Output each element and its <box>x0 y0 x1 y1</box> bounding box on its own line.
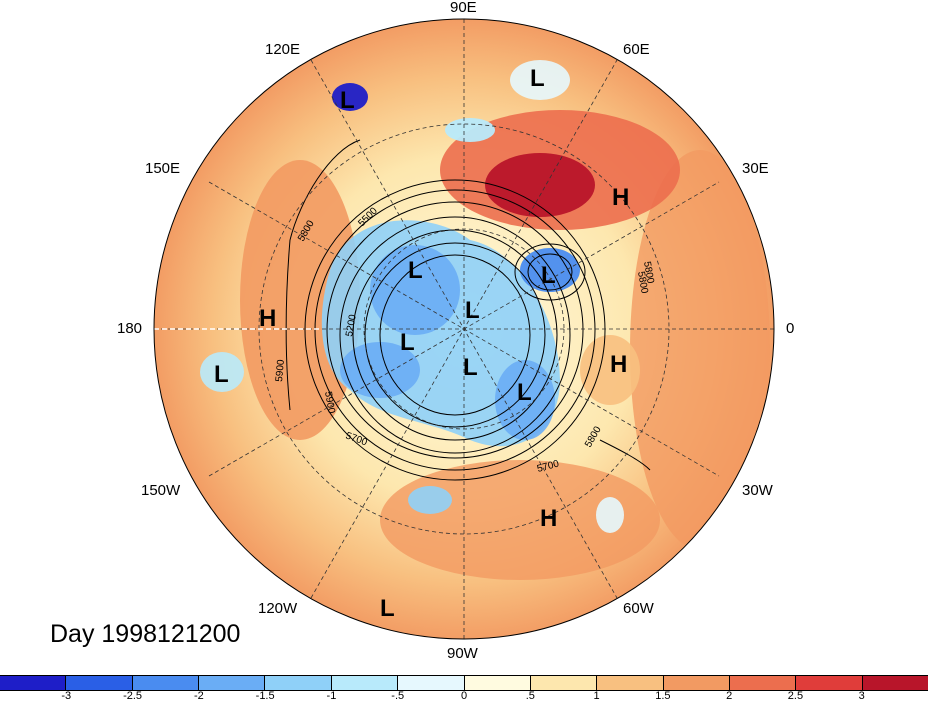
lon-label-150e: 150E <box>145 160 181 177</box>
colorbar-swatch <box>663 676 730 690</box>
cold-anomaly-east-siberia <box>370 245 460 335</box>
lon-label-90w: 90W <box>447 645 478 662</box>
contour-label: 5800 <box>635 271 650 295</box>
low-marker: L <box>465 297 480 324</box>
warm-anomaly-local <box>580 335 640 405</box>
lon-label-30e: 30E <box>742 160 769 177</box>
map-boundary <box>153 18 775 640</box>
low-marker: L <box>340 87 355 114</box>
colorbar-swatch <box>862 676 928 690</box>
colorbar-swatch <box>597 676 664 690</box>
colorbar-ticks: -3 -2.5 -2 -1.5 -1 -.5 0 .5 1 1.5 2 2.5 3 <box>0 690 928 704</box>
colorbar-tick-label: 1 <box>593 690 600 702</box>
high-marker: H <box>612 184 629 211</box>
warm-anomaly-pacific <box>240 160 360 440</box>
high-marker: H <box>540 505 557 532</box>
low-marker: L <box>530 65 545 92</box>
cool-anomaly-pacific <box>200 352 244 392</box>
colorbar-swatch <box>265 676 332 690</box>
high-marker: H <box>259 305 276 332</box>
cool-anomaly-usa <box>408 486 452 514</box>
colorbar-swatch <box>796 676 863 690</box>
colorbar-swatch <box>132 676 200 690</box>
colorbar-tick-label: 3 <box>858 690 865 702</box>
contour-label: 5800 <box>641 261 656 285</box>
colorbar-swatch <box>199 676 266 690</box>
colorbar <box>0 675 928 691</box>
lon-label-120w: 120W <box>258 600 298 617</box>
day-label: Day 1998121200 <box>50 620 241 648</box>
low-marker: L <box>541 262 556 289</box>
graticule <box>154 19 774 639</box>
colorbar-tick-label: -1.5 <box>255 690 275 702</box>
colorbar-swatch <box>331 676 399 690</box>
contour-label: 5900 <box>322 391 337 415</box>
lon-label-150w: 150W <box>141 482 181 499</box>
cool-anomaly-india <box>510 60 570 100</box>
colorbar-swatch <box>464 676 531 690</box>
lon-label-60w: 60W <box>623 600 654 617</box>
colorbar-tick-label: -2.5 <box>123 690 143 702</box>
lon-label-30w: 30W <box>742 482 773 499</box>
cold-anomaly-canada <box>495 360 555 440</box>
lon-label-0: 0 <box>786 320 795 337</box>
colorbar-tick-label: -1 <box>326 690 337 702</box>
warm-anomaly-europe-atlantic <box>630 150 770 550</box>
colorbar-swatch <box>66 676 133 690</box>
low-marker: L <box>400 329 415 356</box>
colorbar-tick-label: -2 <box>193 690 204 702</box>
pressure-markers: L L L L L L L L L L H H H H <box>214 65 629 622</box>
cool-anomaly-atlantic <box>596 497 624 533</box>
low-marker: L <box>408 257 423 284</box>
lon-label-60e: 60E <box>623 41 650 58</box>
lon-label-180: 180 <box>117 320 143 337</box>
low-marker: L <box>214 361 229 388</box>
colorbar-swatch <box>530 676 598 690</box>
lon-label-120e: 120E <box>265 41 301 58</box>
strong-warm-anomaly <box>485 153 595 217</box>
colorbar-tick-label: 0 <box>460 690 468 702</box>
colorbar-swatch <box>729 676 797 690</box>
colorbar-tick-label: 1.5 <box>655 690 671 702</box>
colorbar-tick-label: -.5 <box>391 690 405 702</box>
cold-anomaly-asia <box>332 83 368 111</box>
lon-label-90e: 90E <box>450 0 477 16</box>
colorbar-tick-label: 2.5 <box>787 690 804 702</box>
cold-anomaly-alaska <box>340 342 420 398</box>
colorbar-swatch <box>0 676 67 690</box>
low-marker: L <box>463 354 478 381</box>
contour-label: 5900 <box>274 359 287 383</box>
polar-stereographic-map: 5800 5500 5800 5200 5900 5900 5700 5700 … <box>153 18 775 640</box>
cool-anomaly-central-asia <box>445 118 495 142</box>
colorbar-swatch <box>398 676 465 690</box>
low-marker: L <box>380 595 395 622</box>
colorbar-tick-label: -3 <box>61 690 72 702</box>
colorbar-tick-label: 2 <box>726 690 733 702</box>
map-field <box>154 19 774 639</box>
low-marker: L <box>517 379 532 406</box>
high-marker: H <box>610 351 627 378</box>
colorbar-tick-label: .5 <box>525 690 535 702</box>
contour-label: 5200 <box>344 313 359 337</box>
